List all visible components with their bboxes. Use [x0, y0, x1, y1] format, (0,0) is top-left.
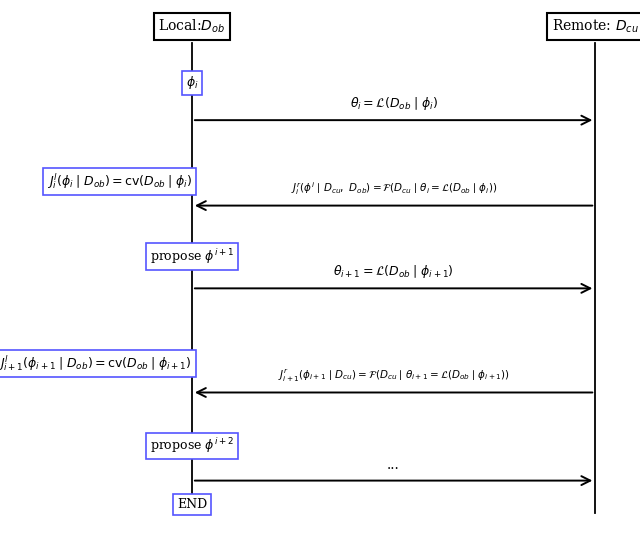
- Text: $J_{i+1}^r(\phi_{i+1} \mid D_{cu}) = \mathcal{F}(D_{cu} \mid \theta_{i+1} = \mat: $J_{i+1}^r(\phi_{i+1} \mid D_{cu}) = \ma…: [278, 368, 509, 384]
- Text: $J_i^r(\phi^i \mid D_{cu},\ D_{ob}) = \mathcal{F}(D_{cu} \mid \theta_i = \mathca: $J_i^r(\phi^i \mid D_{cu},\ D_{ob}) = \m…: [291, 180, 497, 197]
- Text: $\phi_i$: $\phi_i$: [186, 74, 198, 91]
- Text: $\theta_i = \mathcal{L}(D_{ob} \mid \phi_i)$: $\theta_i = \mathcal{L}(D_{ob} \mid \phi…: [349, 95, 438, 112]
- Text: $\theta_{i+1} = \mathcal{L}(D_{ob} \mid \phi_{i+1})$: $\theta_{i+1} = \mathcal{L}(D_{ob} \mid …: [333, 263, 454, 280]
- Text: Remote: $D_{cu}$: Remote: $D_{cu}$: [552, 18, 639, 35]
- Text: propose $\phi^{i+1}$: propose $\phi^{i+1}$: [150, 247, 234, 266]
- Text: END: END: [177, 498, 207, 511]
- Text: ...: ...: [387, 458, 400, 472]
- Text: $J_{i+1}^l(\phi_{i+1} \mid D_{ob}) = \mathrm{cv}(D_{ob} \mid \phi_{i+1})$: $J_{i+1}^l(\phi_{i+1} \mid D_{ob}) = \ma…: [0, 354, 192, 373]
- Text: Local:$D_{ob}$: Local:$D_{ob}$: [159, 18, 225, 35]
- Text: propose $\phi^{i+2}$: propose $\phi^{i+2}$: [150, 436, 234, 456]
- Text: $J_i^l(\phi_i \mid D_{ob}) = \mathrm{cv}(D_{ob} \mid \phi_i)$: $J_i^l(\phi_i \mid D_{ob}) = \mathrm{cv}…: [47, 172, 192, 191]
